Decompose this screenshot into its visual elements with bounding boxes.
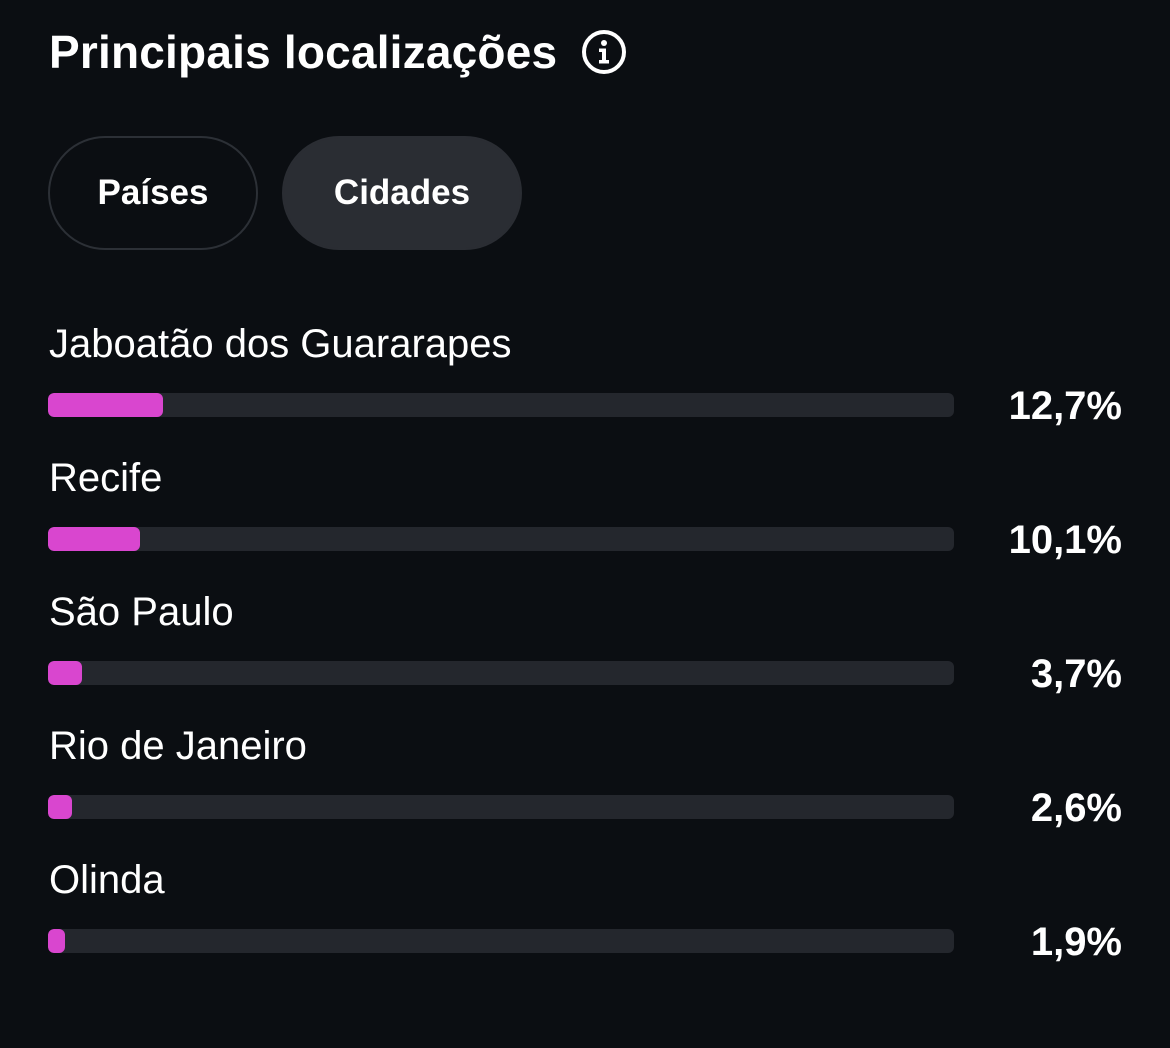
progress-track [48, 929, 954, 953]
section-header: Principais localizações [49, 22, 627, 82]
location-row: São Paulo 3,7% [48, 584, 1122, 718]
progress-fill [48, 929, 66, 953]
progress-fill [48, 661, 82, 685]
location-percent: 1,9% [1030, 920, 1122, 964]
tab-cidades-label: Cidades [333, 173, 471, 212]
info-icon[interactable] [581, 29, 627, 75]
progress-track [48, 393, 954, 417]
location-row: Rio de Janeiro 2,6% [48, 718, 1122, 852]
progress-fill [48, 393, 164, 417]
page-title: Principais localizações [49, 26, 558, 78]
location-percent: 12,7% [1008, 384, 1122, 428]
location-name: Olinda [49, 858, 165, 902]
location-name: Recife [49, 456, 163, 500]
location-type-tabs: Países Cidades [48, 136, 522, 250]
progress-fill [48, 527, 140, 551]
tab-cidades[interactable]: Cidades [282, 136, 522, 250]
location-percent: 2,6% [1030, 786, 1122, 830]
tab-paises-label: Países [97, 173, 209, 212]
location-percent: 3,7% [1030, 652, 1122, 696]
location-name: Rio de Janeiro [49, 724, 307, 768]
location-row: Recife 10,1% [48, 450, 1122, 584]
progress-track [48, 795, 954, 819]
location-percent: 10,1% [1008, 518, 1122, 562]
progress-track [48, 527, 954, 551]
progress-fill [48, 795, 72, 819]
tab-paises[interactable]: Países [48, 136, 258, 250]
location-row: Jaboatão dos Guararapes 12,7% [48, 316, 1122, 450]
location-name: Jaboatão dos Guararapes [49, 322, 512, 366]
progress-track [48, 661, 954, 685]
location-name: São Paulo [49, 590, 234, 634]
locations-list: Jaboatão dos Guararapes 12,7% Recife 10,… [48, 316, 1122, 986]
location-row: Olinda 1,9% [48, 852, 1122, 986]
